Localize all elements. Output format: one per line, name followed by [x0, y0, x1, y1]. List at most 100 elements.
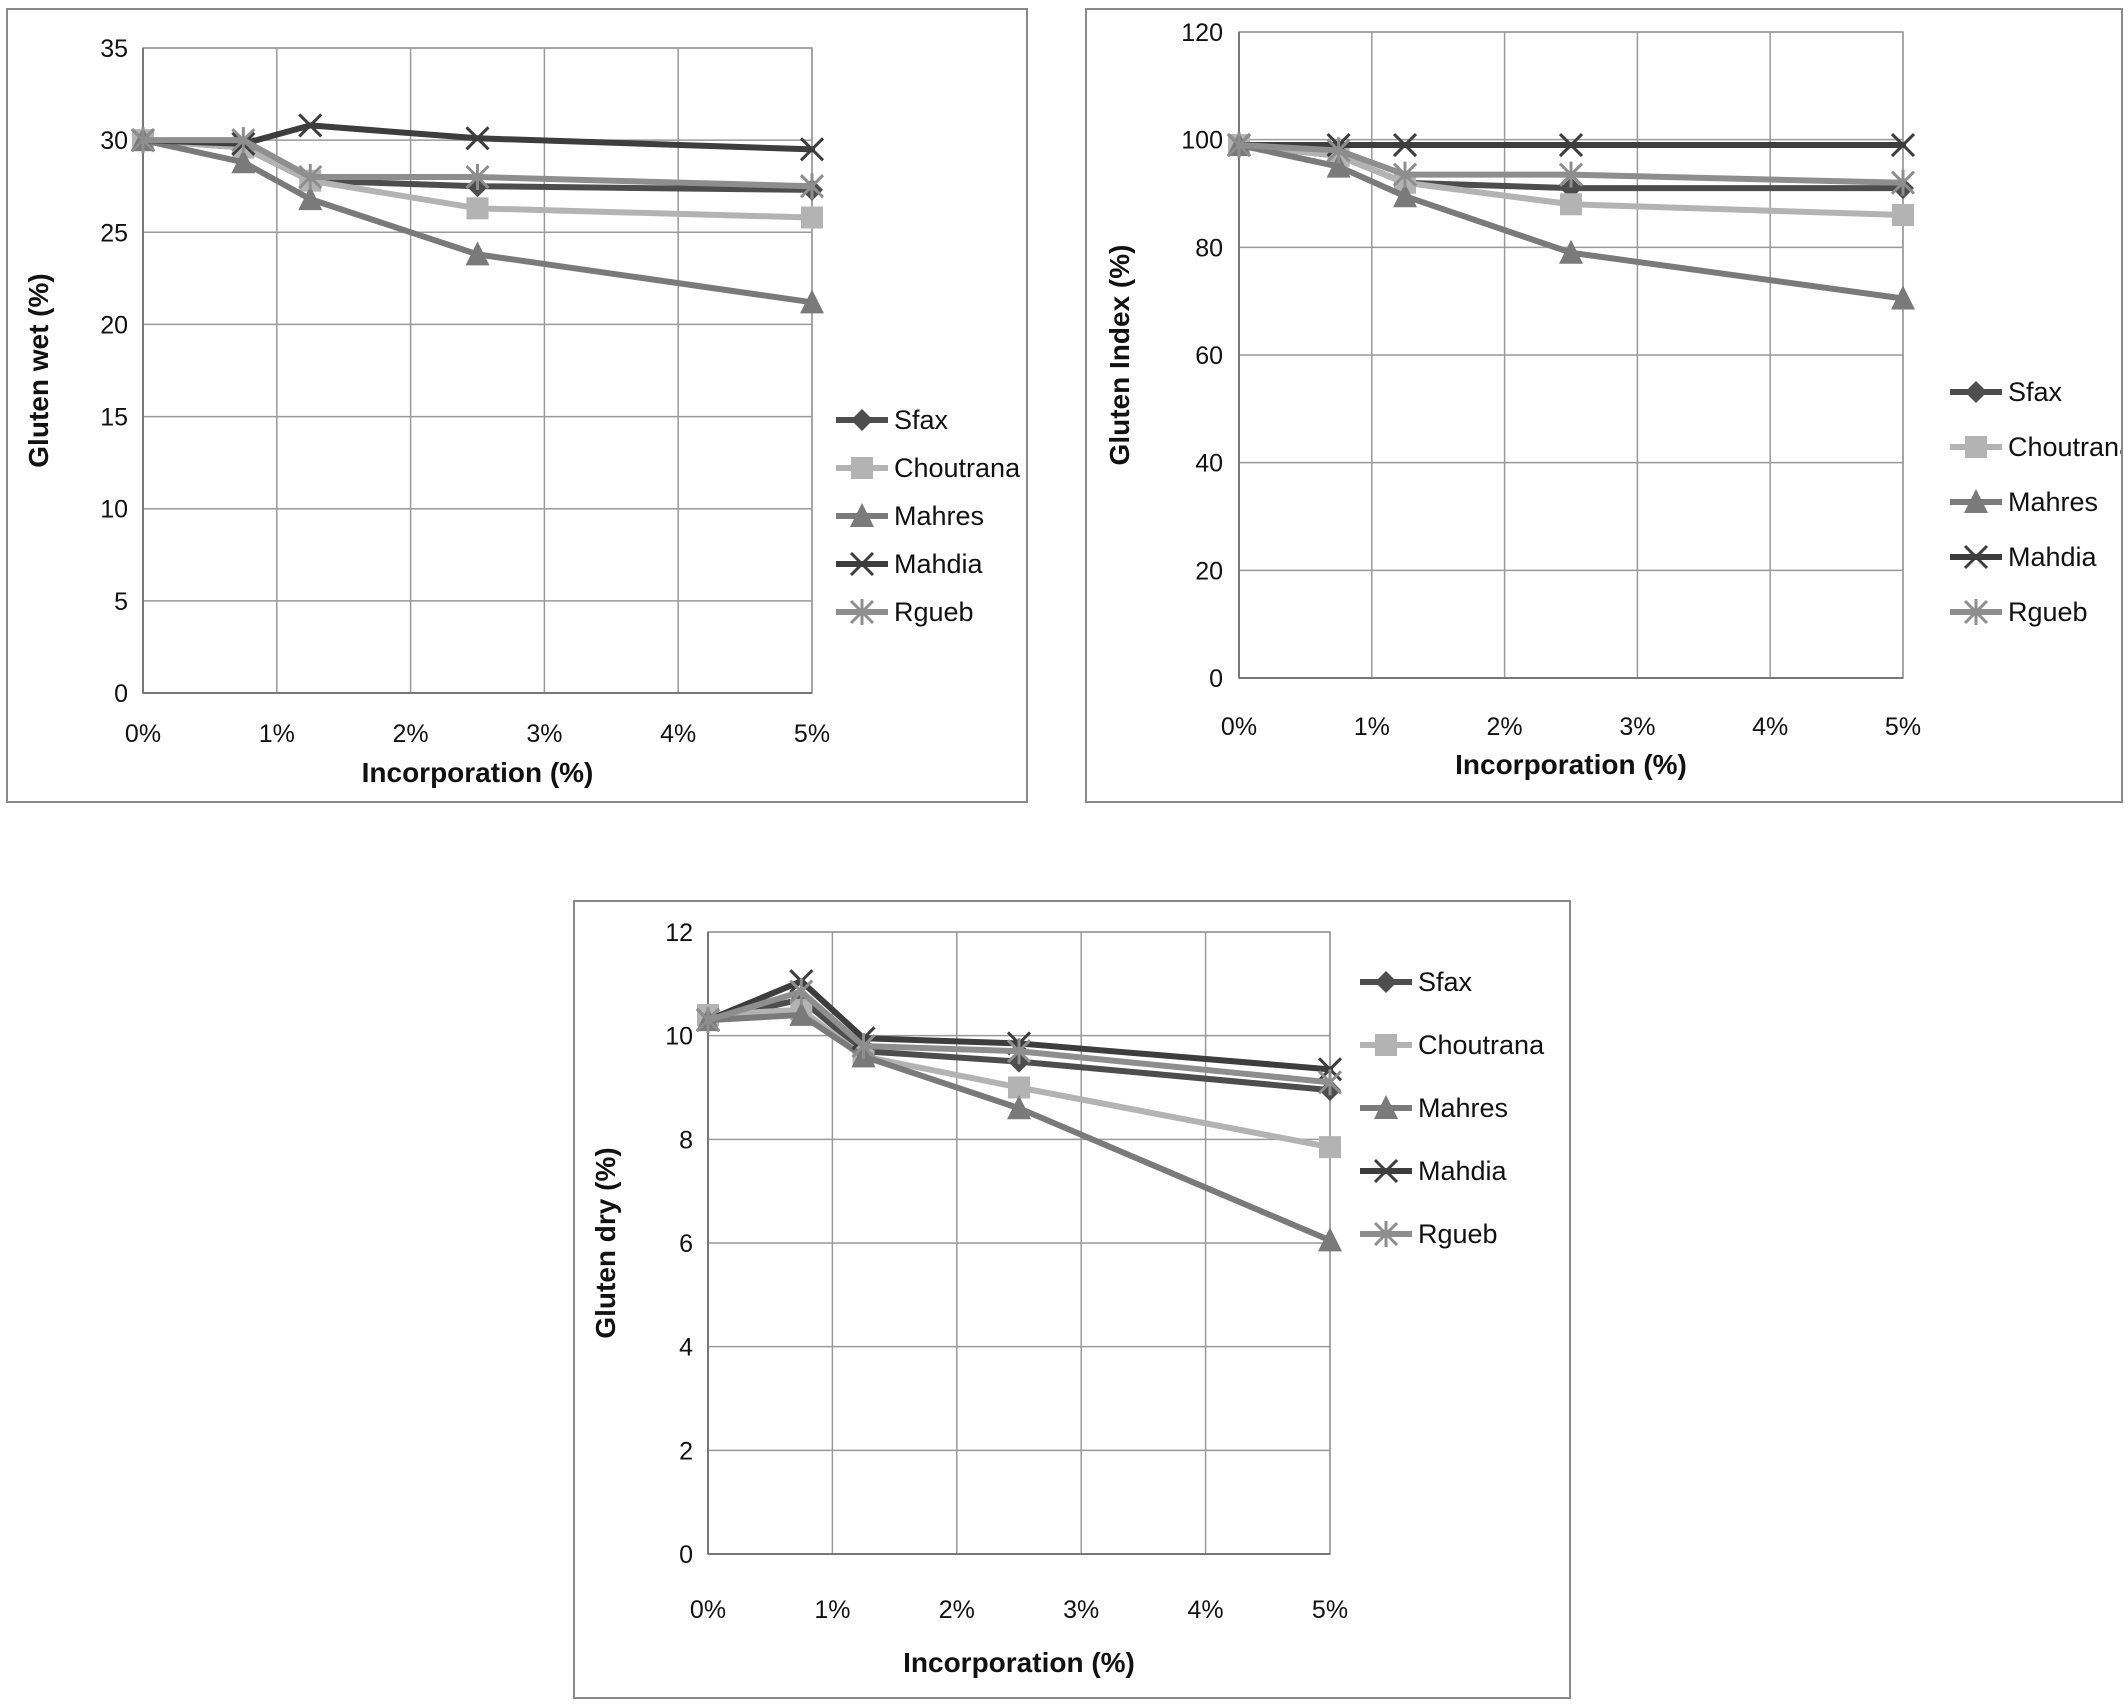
x-tick-label: 3% — [1063, 1596, 1099, 1624]
legend-mahres-marker — [1374, 1095, 1398, 1119]
y-tick-label: 20 — [1195, 557, 1223, 585]
x-tick-label: 3% — [1619, 713, 1655, 741]
x-axis-title: Incorporation (%) — [362, 757, 594, 788]
legend-choutrana-label: Choutrana — [894, 453, 1021, 483]
legend-choutrana-label: Choutrana — [2008, 432, 2121, 462]
legend-mahdia: Mahdia — [1360, 1156, 1508, 1186]
x-tick-label: 0% — [125, 720, 161, 748]
legend-rgueb: Rgueb — [836, 597, 974, 627]
y-tick-label: 80 — [1195, 234, 1223, 262]
y-tick-label: 6 — [679, 1230, 693, 1258]
series-mahdia-point — [1890, 132, 1916, 158]
y-tick-label: 40 — [1195, 450, 1223, 478]
legend-rgueb: Rgueb — [1360, 1219, 1498, 1249]
gluten-dry-chart: 0 2 4 6 8 10 12 0% 1% 2% 3% 4% 5% Incorporation (%) Gl… — [590, 919, 1545, 1678]
series-rgueb-point — [1392, 161, 1418, 188]
series-rgueb-point — [1226, 132, 1252, 159]
y-tick-label: 25 — [100, 219, 128, 247]
legend-mahdia-marker — [849, 551, 875, 577]
series-choutrana-point — [1319, 1136, 1341, 1159]
y-tick-label: 0 — [679, 1541, 693, 1569]
series-mahres-point — [1891, 285, 1915, 310]
legend-sfax-marker — [1965, 381, 1987, 403]
series-choutrana-point — [1892, 204, 1914, 227]
legend-mahdia-marker — [1963, 544, 1989, 570]
legend-sfax-label: Sfax — [2008, 377, 2063, 407]
x-tick-label: 5% — [1312, 1596, 1348, 1624]
legend-sfax: Sfax — [836, 405, 949, 435]
x-tick-label: 0% — [690, 1596, 726, 1624]
y-tick-label: 12 — [665, 919, 693, 947]
x-tick-label: 5% — [794, 720, 830, 748]
y-tick-label: 35 — [100, 35, 128, 63]
legend-mahdia-marker — [1373, 1158, 1399, 1184]
legend-mahres-marker — [850, 503, 874, 527]
series-choutrana-point — [801, 206, 823, 229]
series-mahdia-point — [799, 137, 825, 162]
x-tick-label: 2% — [393, 720, 429, 748]
y-tick-label: 30 — [100, 127, 128, 155]
series-rgueb-group — [130, 127, 825, 200]
legend-mahres-label: Mahres — [1418, 1093, 1508, 1123]
x-tick-label: 4% — [1752, 713, 1788, 741]
legend-rgueb-marker — [1373, 1221, 1399, 1247]
legend-rgueb-label: Rgueb — [2008, 597, 2088, 627]
legend-rgueb: Rgueb — [1950, 597, 2088, 627]
x-tick-label: 4% — [1188, 1596, 1224, 1624]
series-mahres-point — [298, 186, 323, 211]
legend-choutrana-label: Choutrana — [1418, 1030, 1545, 1060]
series-rgueb-point — [851, 1033, 876, 1060]
gluten-index-chart: 0 20 40 60 80 100 120 0% 1% 2% 3% 4% 5% Incorporation… — [1104, 19, 2121, 780]
gluten-dry-chart-panel: 0 2 4 6 8 10 12 0% 1% 2% 3% 4% 5% Incorporation (%) Gl… — [573, 900, 1571, 1699]
y-tick-label: 10 — [100, 496, 128, 524]
y-tick-label: 5 — [114, 588, 128, 616]
series-choutrana-point — [1560, 193, 1582, 216]
series-mahdia-point — [1558, 132, 1584, 158]
series-rgueb-point — [799, 173, 825, 200]
gluten-index-chart-panel: 0 20 40 60 80 100 120 0% 1% 2% 3% 4% 5% Incorporation… — [1085, 8, 2123, 803]
y-tick-label: 10 — [665, 1023, 693, 1051]
y-tick-label: 15 — [100, 404, 128, 432]
legend-mahdia-label: Mahdia — [1418, 1156, 1508, 1186]
legend-rgueb-label: Rgueb — [1418, 1219, 1498, 1249]
gluten-wet-chart-panel: 0 5 10 15 20 25 30 35 0% 1% 2% 3% 4% 5% Incorporation … — [6, 8, 1028, 803]
x-tick-label: 1% — [1354, 713, 1390, 741]
series-rgueb-point — [465, 164, 490, 190]
legend-sfax-label: Sfax — [894, 405, 949, 435]
series-mahres-point — [1559, 239, 1583, 264]
x-tick-label: 3% — [526, 720, 562, 748]
series-mahdia-point — [1392, 132, 1418, 158]
legend-sfax-marker — [851, 409, 873, 431]
y-tick-label: 8 — [679, 1126, 693, 1154]
legend-sfax: Sfax — [1950, 377, 2063, 407]
series-rgueb-point — [1558, 161, 1584, 188]
legend-mahres-marker — [1964, 489, 1988, 513]
x-tick-label: 4% — [660, 720, 696, 748]
x-axis-title: Incorporation (%) — [1455, 749, 1687, 780]
series-rgueb-point — [1317, 1069, 1343, 1096]
series-rgueb-point — [1890, 169, 1916, 196]
legend-mahres-label: Mahres — [2008, 487, 2098, 517]
legend-choutrana: Choutrana — [1950, 432, 2121, 462]
series-rgueb-point — [231, 127, 256, 154]
series-mahres-point — [1326, 153, 1351, 178]
y-axis-title: Gluten dry (%) — [590, 1147, 621, 1338]
x-tick-label: 2% — [1487, 713, 1523, 741]
series-mahres-point — [789, 1001, 814, 1026]
legend-choutrana-marker — [1375, 1034, 1397, 1056]
x-tick-label: 1% — [259, 720, 295, 748]
legend-mahres-label: Mahres — [894, 501, 984, 531]
series-choutrana-point — [1008, 1076, 1030, 1099]
series-rgueb-point — [1326, 137, 1351, 164]
gluten-wet-chart: 0 5 10 15 20 25 30 35 0% 1% 2% 3% 4% 5% Incorporation … — [23, 35, 1021, 788]
legend-mahdia-label: Mahdia — [2008, 542, 2098, 572]
y-tick-label: 100 — [1181, 127, 1223, 155]
series-rgueb-group — [695, 978, 1343, 1096]
series-mahres-point — [1007, 1095, 1031, 1120]
legend-rgueb-marker — [849, 599, 875, 625]
y-tick-label: 0 — [1209, 665, 1223, 693]
x-axis-title: Incorporation (%) — [903, 1647, 1135, 1678]
series-choutrana-point — [466, 197, 489, 220]
y-axis-title: Gluten Index (%) — [1104, 245, 1135, 466]
legend-choutrana-marker — [851, 457, 873, 479]
